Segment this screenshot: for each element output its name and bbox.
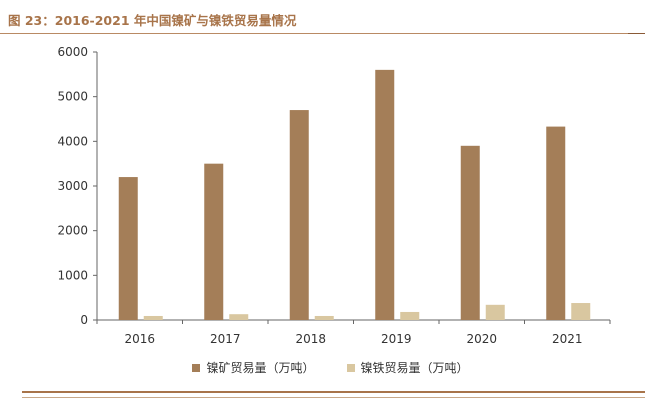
bar-ore [460,145,480,320]
y-tick-label: 3000 [57,179,88,193]
bar-ferro [400,311,420,320]
bar-ore [546,126,566,321]
x-tick-label: 2017 [210,332,241,346]
footer-divider [22,391,645,393]
y-tick-label: 1000 [57,268,88,282]
legend-label-ferro: 镍铁贸易量（万吨） [360,361,469,375]
bar-ore [118,177,138,320]
y-tick-label: 4000 [57,134,88,148]
bar-ore [289,110,309,320]
y-tick-label: 6000 [57,45,88,59]
legend-item-ore: 镍矿贸易量（万吨） [192,359,315,376]
x-tick-label: 2016 [124,332,155,346]
x-tick-label: 2020 [466,332,497,346]
y-tick-label: 5000 [57,90,88,104]
bar-ferro [485,304,505,320]
legend-swatch-ferro [346,363,355,372]
x-tick-label: 2021 [552,332,583,346]
footer-divider-thin [22,397,645,398]
bar-ferro [229,314,249,320]
title-divider [0,33,645,34]
y-tick-label: 2000 [57,224,88,238]
title-divider-accent [628,33,645,34]
legend-swatch-ore [192,363,201,372]
x-tick-label: 2019 [381,332,412,346]
bar-ore [204,163,224,320]
x-tick-label: 2018 [295,332,326,346]
bar-ferro [571,303,591,320]
legend-item-ferro: 镍铁贸易量（万吨） [346,359,469,376]
figure-title: 图 23：2016-2021 年中国镍矿与镍铁贸易量情况 [8,13,297,28]
chart-legend: 镍矿贸易量（万吨） 镍铁贸易量（万吨） [0,359,661,376]
y-tick-label: 0 [80,313,88,327]
legend-label-ore: 镍矿贸易量（万吨） [206,361,315,375]
bar-ferro [314,315,334,320]
bar-ferro [143,315,163,320]
bar-ore [375,69,395,320]
